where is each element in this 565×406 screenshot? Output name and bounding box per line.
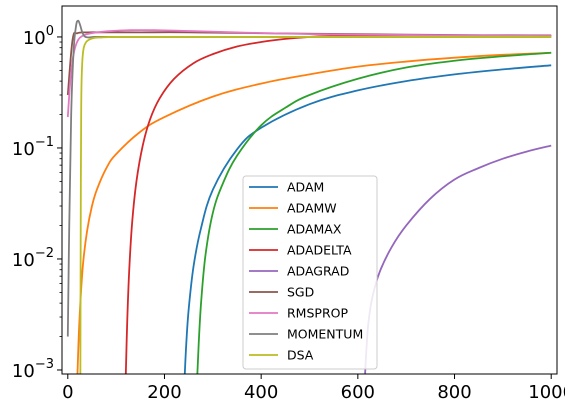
legend-label-dsa: DSA [287, 348, 314, 363]
y-tick-label: 10−1 [12, 135, 54, 160]
series-line-adamw [76, 51, 552, 374]
legend-label-sgd: SGD [287, 285, 314, 300]
y-axis: 10−3 10−2 10−1 100 [12, 24, 62, 382]
x-tick-label: 200 [147, 382, 181, 403]
legend-label-momentum: MOMENTUM [287, 327, 363, 342]
legend-label-adam: ADAM [287, 180, 324, 195]
y-tick-label: 100 [23, 24, 54, 49]
x-tick-label: 1000 [528, 382, 565, 403]
y-tick-label: 10−3 [12, 357, 54, 382]
x-tick-label: 0 [62, 382, 73, 403]
legend-label-adagrad: ADAGRAD [287, 264, 349, 279]
legend-label-adamw: ADAMW [287, 201, 337, 216]
legend-label-adadelta: ADADELTA [287, 243, 352, 258]
x-tick-label: 800 [437, 382, 471, 403]
x-axis: 0 200 400 600 800 1000 [62, 374, 565, 403]
plot-frame [61, 5, 558, 375]
series-line-dsa [79, 36, 552, 374]
legend-box [242, 175, 378, 370]
series-layer [66, 19, 552, 374]
legend-label-adamax: ADAMAX [287, 222, 342, 237]
legend-label-rmsprop: RMSPROP [287, 306, 348, 321]
x-tick-label: 600 [341, 382, 375, 403]
x-tick-label: 400 [244, 382, 278, 403]
y-tick-label: 10−2 [12, 246, 54, 271]
series-line-adam [183, 64, 552, 374]
legend: ADAM ADAMW ADAMAX ADADELTA ADAGRAD SGD RMSPROP… [242, 175, 378, 370]
series-line-adamax [196, 51, 552, 374]
